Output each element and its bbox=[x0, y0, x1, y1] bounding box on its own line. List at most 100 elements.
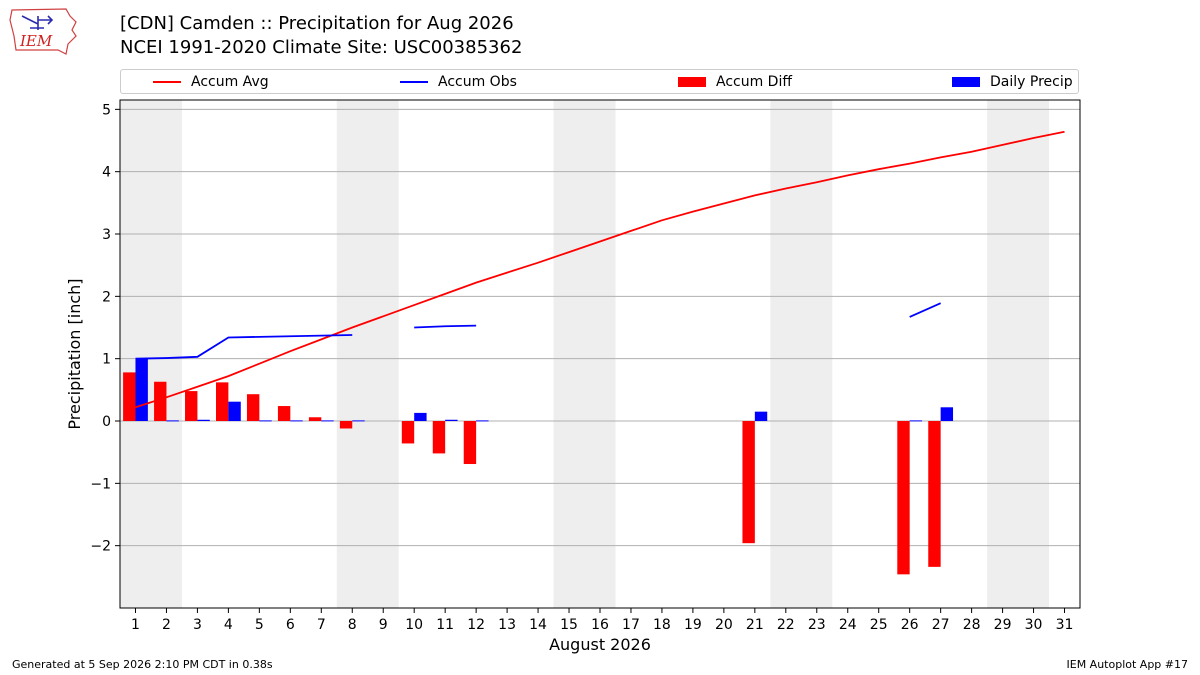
x-tick-label: 20 bbox=[715, 617, 733, 633]
x-tick-label: 14 bbox=[529, 617, 547, 633]
y-tick-label: 2 bbox=[102, 289, 111, 305]
weekend-shade-4 bbox=[987, 100, 1050, 608]
accum-diff-bar bbox=[246, 394, 260, 422]
x-tick-label: 10 bbox=[405, 617, 423, 633]
legend-label-accum-avg: Accum Avg bbox=[191, 74, 269, 90]
x-axis-label: August 2026 bbox=[549, 635, 651, 654]
x-tick-label: 11 bbox=[436, 617, 454, 633]
weekend-shade-1 bbox=[336, 100, 399, 608]
accum-diff-bar bbox=[277, 406, 291, 422]
accum-diff-bar bbox=[308, 417, 322, 422]
accum-diff-bar bbox=[463, 421, 477, 465]
chart-legend: Accum Avg Accum Obs Accum Diff Daily Pre… bbox=[120, 69, 1079, 94]
x-tick-label: 6 bbox=[286, 617, 295, 633]
y-tick-label: 4 bbox=[102, 165, 111, 181]
daily-precip-bar bbox=[259, 420, 272, 422]
x-tick-label: 15 bbox=[560, 617, 578, 633]
x-tick-label: 12 bbox=[467, 617, 485, 633]
y-tick-label: 0 bbox=[102, 414, 111, 430]
x-tick-label: 24 bbox=[839, 617, 857, 633]
x-tick-label: 5 bbox=[255, 617, 264, 633]
accum-diff-bar bbox=[123, 372, 136, 422]
legend-entry-accum-avg: Accum Avg bbox=[153, 74, 269, 90]
daily-precip-bar bbox=[135, 358, 148, 422]
daily-precip-bar bbox=[321, 420, 334, 422]
legend-swatch-accum-obs bbox=[400, 81, 428, 83]
daily-precip-bar bbox=[228, 401, 241, 422]
x-tick-label: 30 bbox=[1025, 617, 1043, 633]
daily-precip-bar bbox=[909, 420, 923, 422]
x-tick-label: 18 bbox=[653, 617, 671, 633]
daily-precip-bar bbox=[290, 420, 303, 422]
x-tick-label: 29 bbox=[994, 617, 1012, 633]
y-tick-label: 5 bbox=[102, 102, 111, 118]
accum-diff-bar bbox=[742, 421, 755, 544]
accum-diff-bar bbox=[432, 421, 446, 454]
x-tick-label: 9 bbox=[379, 617, 388, 633]
x-tick-label: 16 bbox=[591, 617, 609, 633]
accum-diff-bar bbox=[401, 421, 415, 444]
x-tick-label: 25 bbox=[870, 617, 888, 633]
accum-diff-bar bbox=[897, 421, 910, 575]
weekend-shade-0 bbox=[120, 100, 182, 608]
legend-entry-accum-obs: Accum Obs bbox=[400, 74, 517, 90]
chart-subtitle: NCEI 1991-2020 Climate Site: USC00385362 bbox=[120, 37, 523, 58]
x-tick-label: 28 bbox=[963, 617, 981, 633]
daily-precip-bar bbox=[754, 411, 768, 422]
x-tick-label: 1 bbox=[131, 617, 140, 633]
x-tick-label: 26 bbox=[901, 617, 919, 633]
y-tick-label: 1 bbox=[102, 352, 111, 368]
daily-precip-bar bbox=[445, 419, 458, 422]
daily-precip-bar bbox=[197, 419, 210, 422]
x-tick-label: 19 bbox=[684, 617, 702, 633]
x-tick-label: 3 bbox=[193, 617, 202, 633]
chart-title: [CDN] Camden :: Precipitation for Aug 20… bbox=[120, 13, 514, 34]
accum-diff-bar bbox=[339, 421, 353, 429]
y-tick-label: −1 bbox=[90, 476, 111, 492]
daily-precip-bar bbox=[476, 420, 489, 422]
x-tick-label: 4 bbox=[224, 617, 233, 633]
accum-obs-line-segment-0 bbox=[135, 334, 353, 360]
x-tick-label: 22 bbox=[777, 617, 795, 633]
accum-diff-bar bbox=[216, 382, 229, 422]
x-tick-label: 7 bbox=[317, 617, 326, 633]
y-tick-label: 3 bbox=[102, 227, 111, 243]
footer-app-label: IEM Autoplot App #17 bbox=[1066, 658, 1189, 671]
legend-swatch-accum-diff bbox=[678, 77, 706, 87]
iowa-outline-icon bbox=[9, 8, 77, 55]
accum-diff-bar bbox=[154, 381, 167, 422]
accum-diff-bar bbox=[928, 421, 941, 567]
y-axis-label: Precipitation [inch] bbox=[65, 278, 84, 429]
legend-label-daily-precip: Daily Precip bbox=[990, 74, 1073, 90]
x-tick-label: 23 bbox=[808, 617, 826, 633]
x-tick-label: 13 bbox=[498, 617, 516, 633]
x-tick-label: 8 bbox=[348, 617, 357, 633]
y-tick-label: −2 bbox=[90, 539, 111, 555]
iem-logo: IEM bbox=[9, 8, 77, 55]
legend-label-accum-diff: Accum Diff bbox=[716, 74, 793, 90]
legend-swatch-daily-precip bbox=[952, 77, 980, 87]
accum-obs-line-segment-1 bbox=[414, 324, 477, 329]
x-tick-label: 27 bbox=[932, 617, 950, 633]
x-tick-label: 21 bbox=[746, 617, 764, 633]
footer-generated-text: Generated at 5 Sep 2026 2:10 PM CDT in 0… bbox=[12, 658, 273, 671]
legend-entry-daily-precip: Daily Precip bbox=[952, 74, 1073, 90]
daily-precip-bar bbox=[166, 420, 179, 422]
daily-precip-bar bbox=[414, 412, 427, 422]
daily-precip-bar bbox=[940, 407, 954, 422]
accum-avg-line bbox=[135, 130, 1065, 409]
weekend-shade-3 bbox=[770, 100, 833, 608]
x-tick-label: 31 bbox=[1056, 617, 1074, 633]
legend-entry-accum-diff: Accum Diff bbox=[678, 74, 792, 90]
accum-obs-line-segment-2 bbox=[909, 302, 942, 318]
legend-label-accum-obs: Accum Obs bbox=[438, 74, 517, 90]
weather-instrument-icon bbox=[21, 15, 54, 30]
logo-text: IEM bbox=[19, 32, 53, 50]
x-tick-label: 2 bbox=[162, 617, 171, 633]
daily-precip-bar bbox=[352, 420, 365, 422]
accum-diff-bar bbox=[185, 391, 198, 422]
x-tick-label: 17 bbox=[622, 617, 640, 633]
weekend-shade-2 bbox=[553, 100, 616, 608]
legend-swatch-accum-avg bbox=[153, 81, 181, 83]
